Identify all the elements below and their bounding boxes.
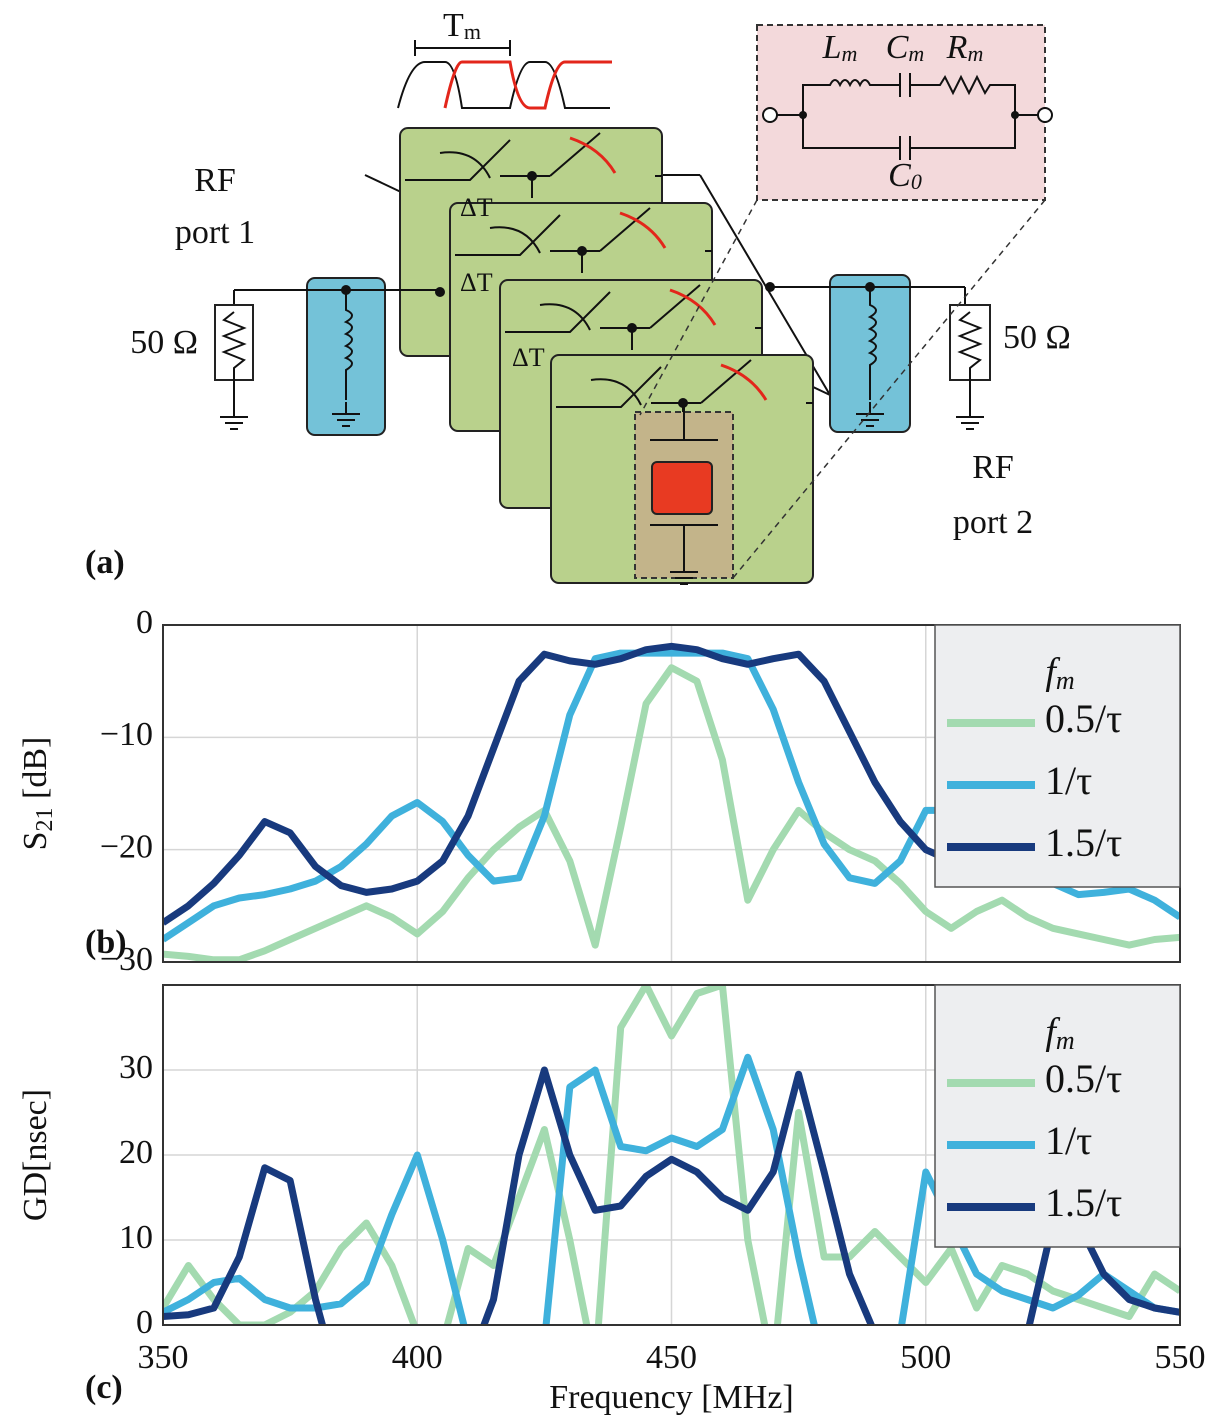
y-label-base: GD[nsec] [17, 1089, 54, 1221]
y-tick-label: 20 [119, 1134, 153, 1171]
resistor-label: Rm [946, 29, 984, 66]
legend-label: 1.5/τ [1045, 820, 1122, 865]
x-tick-label: 550 [1155, 1339, 1206, 1376]
y-tick-label: −20 [100, 828, 153, 865]
port-label: port 2 [953, 504, 1033, 541]
x-tick-label: 350 [138, 1339, 189, 1376]
y-axis-label: S21 [dB] [17, 737, 58, 851]
label-base: C [888, 157, 911, 194]
port-label: RF [972, 449, 1014, 486]
x-tick-label: 450 [646, 1339, 697, 1376]
label-base: R [946, 29, 968, 66]
period-sub: m [464, 19, 481, 44]
bvd-circuit [777, 73, 1038, 160]
clock-wave [397, 61, 610, 109]
series-group [163, 985, 1180, 1325]
y-tick-label: 0 [136, 1304, 153, 1341]
x-tick-label: 400 [392, 1339, 443, 1376]
label-base: L [822, 29, 842, 66]
y-tick-label: −10 [100, 716, 153, 753]
panel-label: (b) [85, 924, 127, 961]
panel-label: (c) [85, 1369, 123, 1406]
legend-label: 1/τ [1045, 1118, 1092, 1163]
port-label: port 1 [175, 214, 255, 251]
y-tick-label: 30 [119, 1049, 153, 1086]
period-base: T [443, 7, 464, 44]
legend-title-sub: m [1056, 666, 1075, 695]
clock-wave-shifted [443, 60, 612, 110]
y-tick-label: −30 [100, 941, 153, 978]
series-line [163, 985, 1180, 1325]
x-tick-label: 500 [900, 1339, 951, 1376]
delay-label: ΔT [512, 343, 545, 372]
y-label-sub: 21 [32, 807, 58, 831]
y-label-base: S [17, 831, 54, 850]
period-label: Tm [443, 7, 481, 44]
label-sub: m [908, 41, 924, 66]
legend-label: 0.5/τ [1045, 696, 1122, 741]
y-tick-label: 0 [136, 604, 153, 641]
y-axis-label: GD[nsec] [17, 1089, 54, 1221]
label-sub: m [842, 41, 858, 66]
shunt-inductor-left [306, 277, 386, 436]
y-tick-label: 10 [119, 1219, 153, 1256]
label-base: C [886, 29, 909, 66]
delay-label: ΔT [460, 268, 493, 297]
label-sub: 0 [911, 169, 922, 194]
diagram: Tm Lm Cm Rm C0 ΔT ΔT ΔT RF port 1 RF por… [85, 7, 1071, 585]
resonator [651, 461, 713, 515]
series-line [163, 1066, 1180, 1325]
series-line [163, 664, 1180, 962]
capacitor-label: Cm [886, 29, 925, 66]
shunt-label: C0 [888, 157, 922, 194]
load-label: 50 Ω [130, 324, 198, 361]
delay-label: ΔT [460, 193, 493, 222]
y-label-unit: [dB] [17, 737, 54, 808]
legend-label: 1/τ [1045, 758, 1092, 803]
inductor-label: Lm [822, 29, 858, 66]
legend-label: 0.5/τ [1045, 1056, 1122, 1101]
panel-label: (a) [85, 544, 125, 581]
load-label: 50 Ω [1003, 319, 1071, 356]
label-sub: m [967, 41, 983, 66]
port-label: RF [194, 162, 236, 199]
legend-title-sub: m [1056, 1026, 1075, 1055]
series-line [163, 1053, 1180, 1325]
period-bracket [414, 40, 511, 56]
x-axis-label: Frequency [MHz] [549, 1379, 794, 1416]
chart: 350 400 450 500 5500102030fm0.5/τ1/τ1.5/τGD[… [17, 984, 1206, 1416]
legend-label: 1.5/τ [1045, 1180, 1122, 1225]
